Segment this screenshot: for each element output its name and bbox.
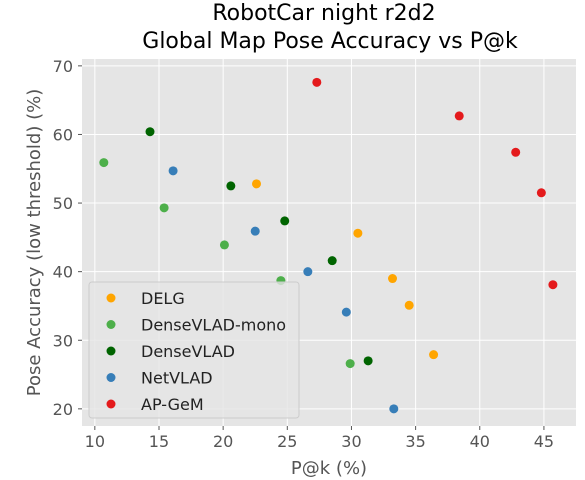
data-point-densevlad: [226, 181, 236, 191]
x-tick-label: 10: [85, 432, 105, 451]
legend: DELG DenseVLAD-mono DenseVLAD NetVLAD AP-GeM: [88, 281, 300, 419]
chart-title-line-1: RobotCar night r2d2: [212, 1, 435, 26]
data-point-delg: [404, 300, 414, 310]
data-point-ap-gem: [511, 147, 521, 157]
data-point-densevlad: [145, 127, 155, 137]
x-tick-label: 45: [534, 432, 554, 451]
y-tick-label: 20: [53, 400, 73, 419]
data-point-densevlad: [280, 216, 290, 226]
axis-ticks: 10 15 20 25 30 35 40 45 20 30 40 50 60 70: [53, 57, 554, 451]
y-tick-label: 30: [53, 331, 73, 350]
data-points: [99, 77, 558, 414]
data-point-delg: [353, 228, 363, 238]
legend-box: [88, 281, 300, 419]
legend-marker-netvlad: [106, 373, 116, 382]
y-tick-label: 50: [53, 194, 73, 213]
data-point-delg: [388, 274, 398, 284]
x-tick-label: 30: [341, 432, 361, 451]
data-point-delg: [429, 350, 439, 360]
data-point-netvlad: [303, 267, 313, 277]
chart-title-line-2: Global Map Pose Accuracy vs P@k: [142, 29, 518, 54]
legend-label-densevlad: DenseVLAD: [141, 342, 235, 361]
data-point-densevlad-mono: [99, 158, 109, 168]
x-tick-label: 20: [213, 432, 233, 451]
x-axis-label: P@k (%): [291, 458, 367, 479]
y-tick-label: 40: [53, 263, 73, 282]
legend-marker-densevlad: [106, 346, 116, 356]
legend-label-netvlad: NetVLAD: [141, 369, 213, 388]
data-point-ap-gem: [536, 188, 546, 198]
legend-marker-delg: [106, 293, 116, 303]
data-point-densevlad: [363, 356, 373, 366]
x-tick-label: 25: [277, 432, 297, 451]
x-tick-label: 15: [149, 432, 169, 451]
data-point-densevlad-mono: [159, 203, 169, 213]
x-tick-label: 35: [405, 432, 425, 451]
y-tick-label: 60: [53, 125, 73, 144]
data-point-netvlad: [341, 307, 351, 317]
legend-marker-densevlad-mono: [106, 320, 116, 329]
data-point-ap-gem: [548, 280, 558, 290]
data-point-densevlad-mono: [219, 240, 229, 250]
y-axis-label: Pose Accuracy (low threshold) (%): [24, 89, 45, 396]
x-tick-label: 40: [470, 432, 490, 451]
data-point-ap-gem: [454, 111, 464, 121]
data-point-densevlad-mono: [345, 359, 355, 369]
data-point-netvlad: [389, 404, 399, 414]
legend-label-ap-gem: AP-GeM: [141, 395, 204, 414]
data-point-densevlad: [327, 256, 337, 266]
data-point-delg: [252, 179, 262, 189]
data-point-netvlad: [250, 226, 260, 236]
data-point-ap-gem: [312, 77, 322, 87]
legend-label-delg: DELG: [141, 289, 185, 308]
data-point-netvlad: [168, 166, 178, 176]
y-tick-label: 70: [53, 57, 73, 76]
legend-label-densevlad-mono: DenseVLAD-mono: [141, 316, 286, 335]
legend-marker-ap-gem: [106, 399, 116, 409]
